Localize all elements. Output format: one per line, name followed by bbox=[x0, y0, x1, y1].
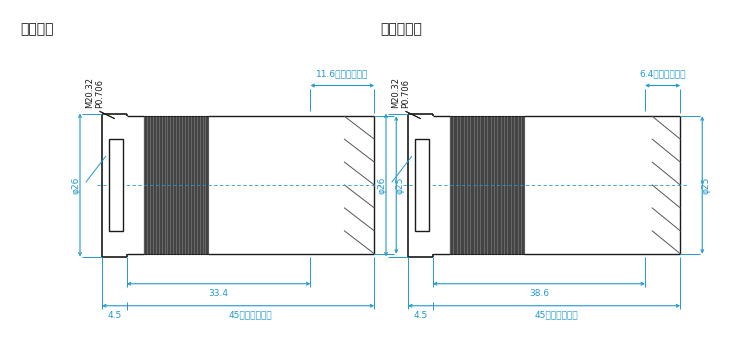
Text: 6.4（作動距離）: 6.4（作動距離） bbox=[640, 70, 686, 78]
Text: φ26: φ26 bbox=[71, 176, 80, 194]
Bar bbox=[144, 116, 208, 254]
Text: 38.6: 38.6 bbox=[529, 289, 549, 298]
Text: 4.5: 4.5 bbox=[413, 311, 428, 320]
Bar bbox=[416, 139, 429, 231]
Text: 45（同焦距離）: 45（同焦距離） bbox=[229, 311, 272, 320]
Text: 45（同焦距離）: 45（同焦距離） bbox=[535, 311, 578, 320]
Text: ＥＰ－５: ＥＰ－５ bbox=[20, 22, 53, 36]
Text: ＥＰ－１０: ＥＰ－１０ bbox=[380, 22, 422, 36]
Text: 4.5: 4.5 bbox=[107, 311, 122, 320]
Text: M20.32: M20.32 bbox=[392, 77, 400, 108]
Bar bbox=[450, 116, 524, 254]
Text: 33.4: 33.4 bbox=[209, 289, 229, 298]
Text: φ25: φ25 bbox=[702, 176, 711, 194]
Text: 11.6（作動距離）: 11.6（作動距離） bbox=[316, 70, 368, 78]
Text: M20.32: M20.32 bbox=[86, 77, 94, 108]
Text: P0.706: P0.706 bbox=[95, 79, 104, 108]
Text: φ26: φ26 bbox=[377, 176, 386, 194]
Text: P0.706: P0.706 bbox=[401, 79, 410, 108]
Text: φ25: φ25 bbox=[396, 176, 405, 194]
Bar bbox=[110, 139, 123, 231]
